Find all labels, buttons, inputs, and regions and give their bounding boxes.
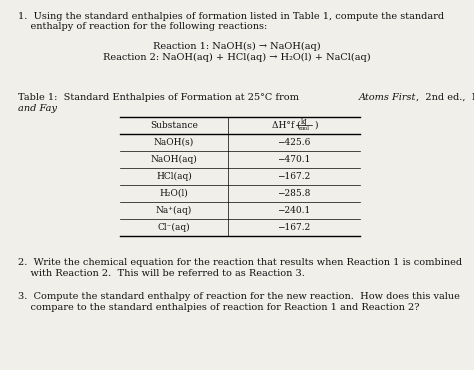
- Text: −167.2: −167.2: [277, 172, 310, 181]
- Text: 3.  Compute the standard enthalpy of reaction for the new reaction.  How does th: 3. Compute the standard enthalpy of reac…: [18, 292, 460, 301]
- Text: Reaction 1: NaOH(s) → NaOH(aq): Reaction 1: NaOH(s) → NaOH(aq): [153, 42, 321, 51]
- Text: Cl⁻(aq): Cl⁻(aq): [158, 223, 191, 232]
- Text: Reaction 2: NaOH(aq) + HCl(aq) → H₂O(l) + NaCl(aq): Reaction 2: NaOH(aq) + HCl(aq) → H₂O(l) …: [103, 53, 371, 62]
- Text: H₂O(l): H₂O(l): [160, 189, 188, 198]
- Text: NaOH(aq): NaOH(aq): [151, 155, 197, 164]
- Text: Table 1:  Standard Enthalpies of Formation at 25°C from: Table 1: Standard Enthalpies of Formatio…: [18, 93, 302, 102]
- Text: 1.  Using the standard enthalpies of formation listed in Table 1, compute the st: 1. Using the standard enthalpies of form…: [18, 12, 444, 21]
- Text: compare to the standard enthalpies of reaction for Reaction 1 and Reaction 2?: compare to the standard enthalpies of re…: [18, 303, 419, 312]
- Text: Atoms First: Atoms First: [358, 93, 416, 102]
- Text: −240.1: −240.1: [277, 206, 310, 215]
- Text: −167.2: −167.2: [277, 223, 310, 232]
- Text: Na⁺(aq): Na⁺(aq): [156, 206, 192, 215]
- Text: and Fay: and Fay: [18, 104, 57, 113]
- Text: kJ: kJ: [301, 118, 307, 126]
- Text: mol: mol: [299, 127, 310, 131]
- Text: with Reaction 2.  This will be referred to as Reaction 3.: with Reaction 2. This will be referred t…: [18, 269, 305, 278]
- Text: Substance: Substance: [150, 121, 198, 130]
- Text: −470.1: −470.1: [277, 155, 310, 164]
- Text: ,  2nd ed.,  McMurry: , 2nd ed., McMurry: [416, 93, 474, 102]
- Text: ): ): [314, 121, 318, 130]
- Text: 2.  Write the chemical equation for the reaction that results when Reaction 1 is: 2. Write the chemical equation for the r…: [18, 258, 462, 267]
- Text: NaOH(s): NaOH(s): [154, 138, 194, 147]
- Text: enthalpy of reaction for the following reactions:: enthalpy of reaction for the following r…: [18, 22, 267, 31]
- Text: HCl(aq): HCl(aq): [156, 172, 192, 181]
- Text: ΔH°f (: ΔH°f (: [272, 121, 301, 130]
- Text: −425.6: −425.6: [277, 138, 310, 147]
- Text: −285.8: −285.8: [277, 189, 310, 198]
